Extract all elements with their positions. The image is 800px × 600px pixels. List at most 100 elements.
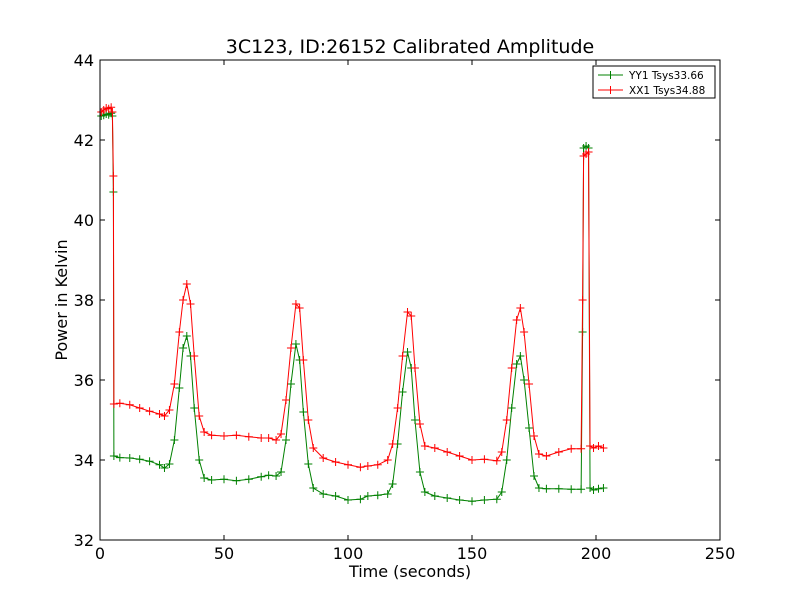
data-point bbox=[497, 488, 506, 496]
data-point bbox=[554, 484, 563, 493]
data-point bbox=[272, 472, 281, 480]
data-point bbox=[175, 328, 184, 336]
data-point bbox=[586, 484, 595, 492]
series-line bbox=[101, 112, 604, 502]
data-point bbox=[502, 456, 511, 464]
plot-area bbox=[97, 103, 608, 506]
data-point bbox=[175, 384, 184, 392]
y-axis-label: Power in Kelvin bbox=[52, 239, 71, 360]
legend-label: XX1 Tsys34.88 bbox=[629, 85, 705, 97]
data-point bbox=[295, 304, 304, 312]
data-point bbox=[165, 460, 174, 468]
data-point bbox=[282, 436, 290, 444]
data-point bbox=[520, 376, 529, 384]
data-point bbox=[578, 296, 587, 304]
data-point bbox=[393, 404, 402, 412]
axis-ticks: 0 50 100 150 200 250 32 34 36 38 40 42 44 bbox=[74, 51, 736, 563]
data-point bbox=[145, 407, 154, 416]
data-point bbox=[530, 472, 538, 480]
y-tick-label: 38 bbox=[74, 291, 94, 310]
data-point bbox=[195, 412, 204, 420]
data-point bbox=[599, 444, 608, 452]
data-point bbox=[403, 348, 412, 356]
data-point bbox=[430, 492, 439, 500]
data-point bbox=[373, 460, 382, 469]
legend-item: XX1 Tsys34.88 bbox=[598, 85, 705, 97]
data-point bbox=[594, 442, 603, 450]
data-point bbox=[207, 476, 216, 484]
data-point bbox=[299, 408, 308, 416]
data-point bbox=[584, 148, 593, 156]
data-point bbox=[272, 436, 281, 444]
data-point bbox=[277, 430, 286, 438]
data-point bbox=[356, 495, 365, 504]
data-point bbox=[407, 312, 416, 320]
data-point bbox=[589, 444, 598, 452]
data-point bbox=[309, 484, 318, 492]
data-point bbox=[291, 300, 300, 308]
data-point bbox=[383, 456, 392, 464]
data-point bbox=[415, 420, 424, 428]
data-point bbox=[542, 484, 551, 493]
data-point bbox=[455, 496, 464, 504]
data-point bbox=[567, 444, 576, 453]
data-point bbox=[480, 455, 489, 464]
data-point bbox=[410, 364, 419, 372]
data-point bbox=[388, 440, 397, 448]
data-point bbox=[299, 356, 308, 364]
data-point bbox=[344, 460, 352, 469]
data-point bbox=[430, 444, 439, 452]
data-point bbox=[186, 300, 195, 308]
data-point bbox=[468, 456, 476, 464]
data-point bbox=[577, 485, 586, 494]
data-point bbox=[502, 416, 511, 424]
data-point bbox=[420, 488, 429, 496]
data-point bbox=[264, 471, 273, 480]
data-point bbox=[589, 486, 598, 494]
data-point bbox=[497, 448, 506, 456]
data-point bbox=[344, 496, 352, 504]
data-point bbox=[542, 452, 551, 460]
data-point bbox=[554, 448, 563, 456]
data-point bbox=[179, 296, 188, 304]
data-point bbox=[507, 364, 516, 372]
data-point bbox=[179, 344, 188, 352]
x-tick-label: 200 bbox=[581, 544, 612, 563]
data-point bbox=[232, 476, 241, 485]
legend: YY1 Tsys33.66 XX1 Tsys34.88 bbox=[592, 65, 716, 99]
data-point bbox=[331, 458, 340, 466]
data-point bbox=[170, 436, 179, 444]
x-tick-label: 250 bbox=[705, 544, 736, 563]
data-point bbox=[220, 432, 228, 440]
data-point bbox=[594, 484, 603, 493]
data-point bbox=[512, 360, 521, 368]
legend-label: YY1 Tsys33.66 bbox=[628, 70, 704, 82]
y-tick-label: 36 bbox=[74, 371, 94, 390]
x-tick-label: 0 bbox=[95, 544, 105, 563]
data-point bbox=[373, 491, 382, 500]
data-point bbox=[516, 304, 525, 312]
data-point bbox=[115, 453, 124, 462]
data-point bbox=[507, 404, 516, 412]
data-point bbox=[207, 431, 216, 440]
data-point bbox=[190, 352, 199, 360]
data-point bbox=[220, 475, 228, 484]
data-point bbox=[109, 400, 118, 408]
data-point bbox=[232, 431, 241, 440]
y-tick-label: 34 bbox=[74, 451, 94, 470]
data-point bbox=[286, 344, 295, 352]
data-point bbox=[455, 452, 464, 460]
legend-marker bbox=[606, 86, 615, 94]
x-tick-label: 50 bbox=[214, 544, 234, 563]
data-point bbox=[155, 410, 164, 418]
x-tick-label: 150 bbox=[457, 544, 488, 563]
legend-item: YY1 Tsys33.66 bbox=[598, 70, 704, 82]
data-point bbox=[443, 448, 452, 456]
data-point bbox=[304, 416, 313, 424]
data-point bbox=[309, 444, 318, 452]
data-point bbox=[363, 462, 372, 470]
data-point bbox=[282, 396, 290, 404]
data-point bbox=[480, 496, 489, 504]
legend-box bbox=[592, 65, 716, 99]
data-point bbox=[599, 484, 608, 492]
